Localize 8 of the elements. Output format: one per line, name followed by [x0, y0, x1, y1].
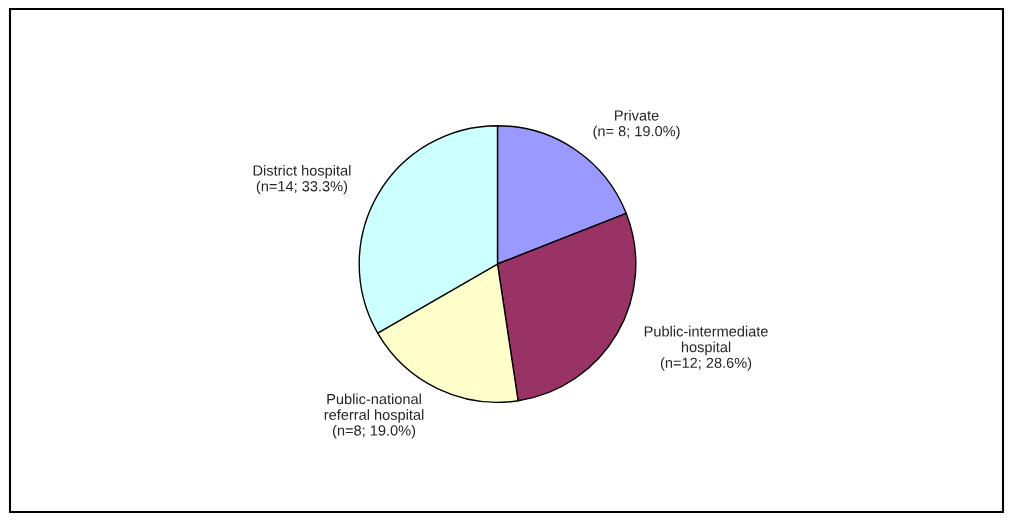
- slice-label: Public-national referral hospital: [324, 393, 424, 423]
- slice-label: Public-intermediate hospital: [644, 325, 768, 356]
- data-label: (n= 8; 19.0%): [593, 125, 680, 140]
- data-label: (n=12; 28.6%): [660, 357, 752, 371]
- data-label: (n=8; 19.0%): [332, 424, 416, 439]
- slice-label: District hospital: [253, 164, 351, 179]
- data-label: (n=14; 33.3%): [256, 180, 348, 195]
- slice-label: Private: [615, 109, 659, 121]
